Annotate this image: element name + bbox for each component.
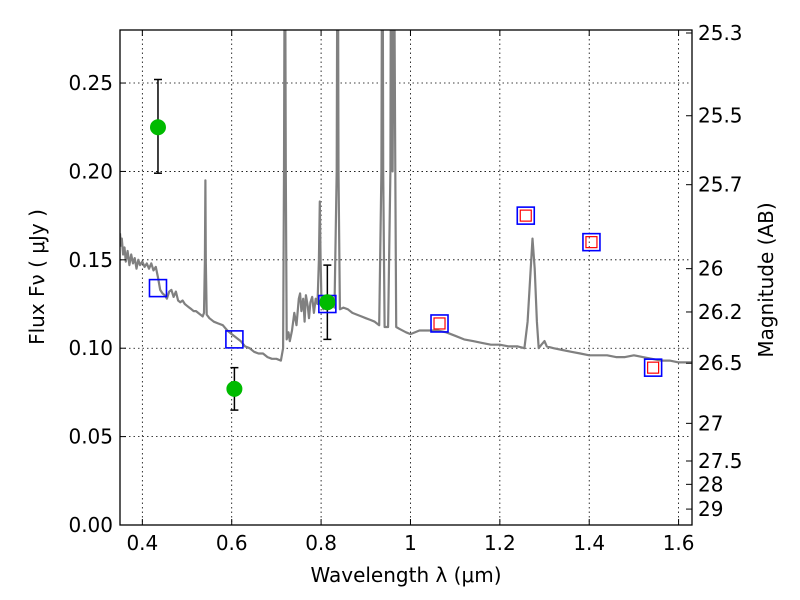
y2-tick-label: 29: [698, 497, 723, 521]
model-photometry-square-inner: [585, 236, 598, 249]
y-tick-label: 0.15: [68, 248, 113, 272]
model-photometry-square-inner: [647, 361, 660, 374]
y-tick-label: 0.05: [68, 425, 113, 449]
x-tick-label: 1: [404, 531, 417, 555]
y-tick-label: 0.00: [68, 513, 113, 537]
y2-tick-label: 27: [698, 411, 723, 435]
x-axis-title: Wavelength λ (μm): [310, 563, 501, 587]
y-tick-label: 0.20: [68, 159, 113, 183]
model-photometry-square-outer: [582, 232, 601, 252]
y2-tick-label: 26: [698, 257, 723, 281]
observed-flux-point: [319, 294, 336, 311]
x-axis: 0.4 0.6 0.8 1 1.2 1.4 1.6: [126, 30, 695, 555]
y2-tick-label: 25.3: [698, 21, 743, 45]
model-sed-line: [120, 30, 692, 364]
y2-tick-label: 26.5: [698, 351, 743, 375]
model-photometry-square-outer: [516, 206, 536, 225]
plot-area: [120, 30, 692, 411]
model-photometry-square-inner: [433, 317, 446, 330]
y2-tick-label: 25.5: [698, 104, 743, 128]
observed-flux-point: [149, 119, 166, 136]
model-photometry-square: [148, 278, 168, 298]
x-tick-label: 1.2: [484, 531, 516, 555]
y2-axis-title: Magnitude (AB): [754, 202, 778, 357]
x-tick-label: 1.4: [573, 531, 605, 555]
y-tick-label: 0.25: [68, 71, 113, 95]
model-photometry-square-outer: [430, 314, 449, 333]
y-axis-title: Flux Fν ( μJy ): [25, 209, 49, 345]
y2-tick-label: 26.2: [698, 300, 743, 324]
observed-flux-point: [226, 380, 243, 397]
y2-tick-label: 28: [698, 472, 723, 496]
model-photometry-square-outer: [643, 358, 663, 377]
y2-tick-label: 27.5: [698, 449, 743, 473]
grid-lines: [120, 30, 692, 525]
x-tick-label: 0.8: [305, 531, 337, 555]
y-tick-label: 0.10: [68, 336, 113, 360]
y2-tick-label: 25.7: [698, 173, 743, 197]
x-tick-label: 0.4: [126, 531, 158, 555]
x-tick-label: 1.6: [663, 531, 695, 555]
plot-frame: [119, 29, 693, 526]
model-photometry-square-inner: [519, 209, 532, 222]
model-photometry-square: [225, 330, 244, 349]
x-tick-label: 0.6: [216, 531, 248, 555]
y-axis: 0.00 0.05 0.10 0.15 0.20 0.25: [68, 71, 126, 537]
